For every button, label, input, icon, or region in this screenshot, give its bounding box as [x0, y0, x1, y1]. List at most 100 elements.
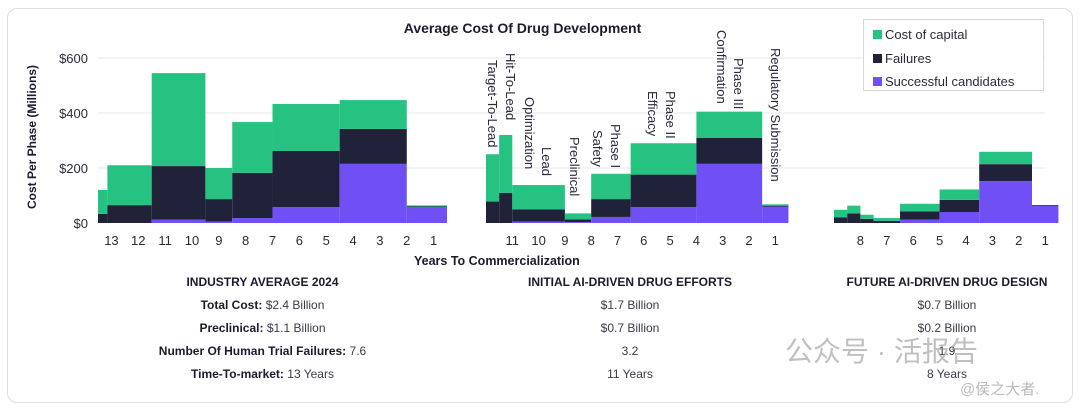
phase-label: Regulatory Submission: [768, 48, 783, 182]
x-tick-label: 5: [323, 233, 330, 248]
bar-segment-capital: [834, 209, 848, 218]
bar-segment-success: [696, 163, 763, 223]
bar-segment-success: [205, 221, 233, 223]
phase-label: Preclinical: [567, 137, 582, 196]
bar-segment-capital: [98, 190, 108, 214]
phase-label: Phase II: [663, 91, 678, 139]
x-tick-label: 7: [614, 233, 621, 248]
bar-segment-capital: [272, 103, 340, 151]
bar-segment-success: [151, 219, 206, 223]
bar-segment-capital: [979, 151, 1032, 165]
stats-row: Total Cost: $2.4 Billion: [130, 298, 395, 321]
x-tick-label: 10: [185, 233, 199, 248]
phase-label: Confirmation: [714, 30, 729, 104]
industry-stats: INDUSTRY AVERAGE 2024 Total Cost: $2.4 B…: [130, 275, 395, 390]
bar-segment-capital: [900, 203, 940, 212]
x-tick-label: 11: [158, 233, 172, 248]
x-tick-label: 3: [376, 233, 383, 248]
legend-item-failures: Failures: [873, 47, 1043, 71]
bar-segment-success: [762, 206, 789, 223]
stats-value: $0.2 Billion: [917, 321, 977, 335]
legend-item-success: Successful candidates: [873, 70, 1043, 94]
x-tick-label: 4: [693, 233, 700, 248]
x-tick-label: 3: [719, 233, 726, 248]
phase-label: Optimization: [522, 97, 537, 169]
bar-segment-failures: [1032, 205, 1059, 206]
bar-segment-capital: [205, 168, 233, 200]
x-tick-label: 7: [269, 233, 276, 248]
stats-value: 3.2: [621, 344, 639, 358]
bar-segment-capital: [486, 154, 500, 202]
x-tick-label: 6: [640, 233, 647, 248]
legend: Cost of capital Failures Successful cand…: [863, 19, 1044, 91]
bar-segment-capital: [107, 165, 152, 206]
legend-swatch-failures: [873, 53, 882, 63]
bar-segment-failures: [762, 205, 789, 207]
bar-segment-capital: [696, 111, 763, 138]
bar-segment-failures: [630, 174, 697, 208]
bar-segment-capital: [232, 122, 273, 173]
bar-segment-capital: [339, 100, 407, 129]
phase-label: Lead: [539, 147, 554, 176]
bar-segment-failures: [834, 217, 848, 223]
bar-segment-failures: [406, 206, 448, 208]
watermark: 公众号 · 活报告: [785, 336, 978, 367]
bar-segment-capital: [591, 173, 631, 200]
bar-segment-success: [591, 216, 631, 223]
legend-label: Cost of capital: [885, 27, 968, 43]
stats-value: 13 Years: [287, 367, 334, 381]
bar-segment-failures: [499, 192, 513, 223]
x-tick-label: 4: [349, 233, 356, 248]
bar-segment-success: [564, 222, 592, 223]
x-tick-label: 11: [506, 233, 520, 248]
bar-segment-success: [272, 207, 340, 223]
phase-label: Phase III: [731, 58, 746, 109]
stats-label: Time-To-market:: [191, 367, 284, 381]
legend-item-capital: Cost of capital: [873, 23, 1043, 47]
bar-segment-capital: [939, 189, 980, 200]
bar-segment-failures: [512, 209, 565, 222]
watermark-handle: @侯之大者.: [960, 381, 1040, 398]
stats-value: $0.7 Billion: [600, 321, 660, 335]
x-tick-label: 5: [936, 233, 943, 248]
bar-segment-capital: [873, 218, 900, 221]
x-tick-label: 9: [215, 233, 222, 248]
bar-segment-capital: [512, 185, 565, 210]
bar-segment-capital: [847, 205, 861, 214]
y-tick-label: $400: [59, 106, 88, 121]
bar-segment-success: [939, 212, 980, 223]
legend-label: Successful candidates: [885, 74, 1015, 90]
bar-segment-failures: [107, 205, 152, 223]
x-tick-label: 7: [883, 233, 890, 248]
bar-segment-failures: [205, 199, 233, 222]
bar-segment-capital: [762, 204, 789, 206]
x-tick-label: 8: [588, 233, 595, 248]
bar-segment-failures: [591, 199, 631, 217]
bar-segment-failures: [98, 213, 108, 223]
bar-segment-failures: [272, 150, 340, 208]
bar-segment-success: [1032, 205, 1059, 223]
legend-swatch-capital: [873, 30, 882, 40]
x-tick-label: 1: [1042, 233, 1049, 248]
bar-segment-failures: [339, 128, 407, 164]
bar-segment-success: [339, 163, 407, 223]
bar-segment-success: [232, 218, 273, 223]
bar-segment-failures: [564, 219, 592, 223]
future-ai-stats: FUTURE AI-DRIVEN DRUG DESIGN $0.7 Billio…: [832, 275, 1062, 390]
x-tick-label: 6: [910, 233, 917, 248]
legend-label: Failures: [885, 50, 932, 66]
phase-label: Efficacy: [645, 91, 660, 137]
bar-segment-failures: [847, 213, 861, 223]
bar-segment-success: [406, 207, 448, 223]
x-tick-label: 3: [989, 233, 996, 248]
stats-value: 1.9: [938, 344, 956, 358]
bar-segment-failures: [696, 137, 763, 164]
bar-segment-capital: [630, 143, 697, 175]
y-tick-label: $600: [59, 51, 88, 66]
bar-segment-capital: [564, 213, 592, 220]
bar-segment-success: [900, 219, 940, 223]
stats-row: Number Of Human Trial Failures: 7.6: [130, 344, 395, 367]
stats-value: 7.6: [349, 344, 367, 358]
stats-heading: INDUSTRY AVERAGE 2024: [186, 275, 339, 289]
